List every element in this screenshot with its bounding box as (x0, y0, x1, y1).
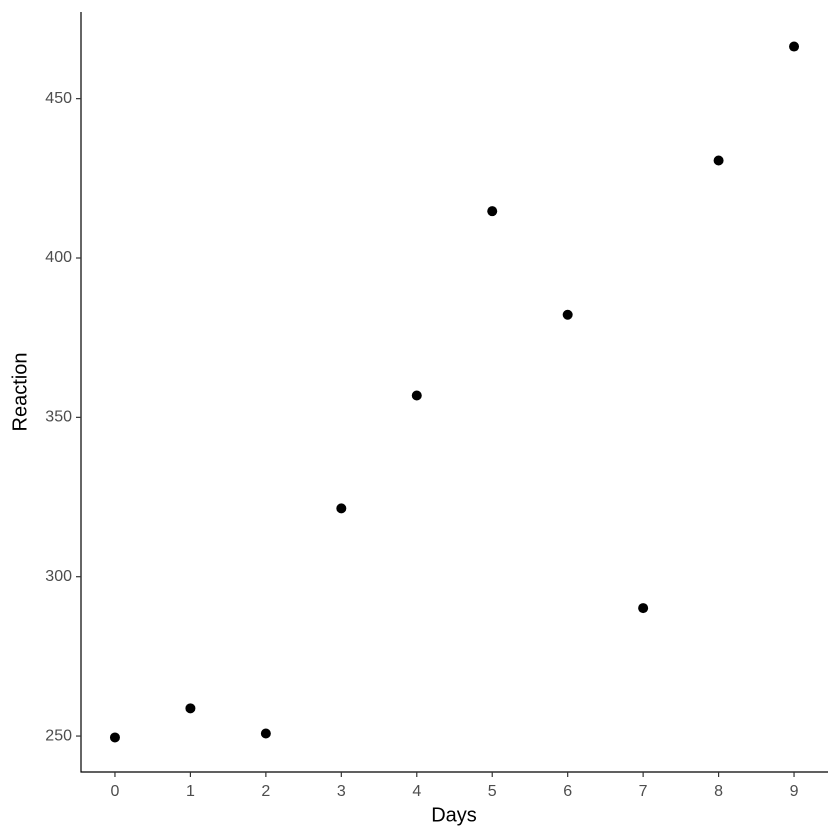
x-tick-label: 7 (639, 783, 648, 800)
y-tick-label: 350 (45, 409, 72, 426)
x-axis-title: Days (431, 804, 477, 826)
y-tick-label: 300 (45, 568, 72, 585)
x-tick-label: 8 (714, 783, 723, 800)
point (562, 309, 573, 320)
point (487, 206, 498, 217)
x-tick-label: 4 (412, 783, 421, 800)
x-tick-label: 2 (261, 783, 270, 800)
x-tick-label: 6 (563, 783, 572, 800)
point (789, 41, 800, 52)
x-tick-label: 0 (111, 783, 120, 800)
x-tick-label: 1 (186, 783, 195, 800)
point (109, 732, 120, 743)
y-axis-title: Reaction (9, 353, 31, 432)
point (336, 503, 347, 514)
point (185, 703, 196, 714)
x-tick-label: 3 (337, 783, 346, 800)
x-tick-label: 9 (790, 783, 799, 800)
y-tick-label: 250 (45, 727, 72, 744)
point (260, 728, 271, 739)
x-tick-label: 5 (488, 783, 497, 800)
point (638, 603, 649, 614)
point (411, 390, 422, 401)
y-tick-label: 400 (45, 249, 72, 266)
y-tick-label: 450 (45, 90, 72, 107)
point (713, 155, 724, 166)
